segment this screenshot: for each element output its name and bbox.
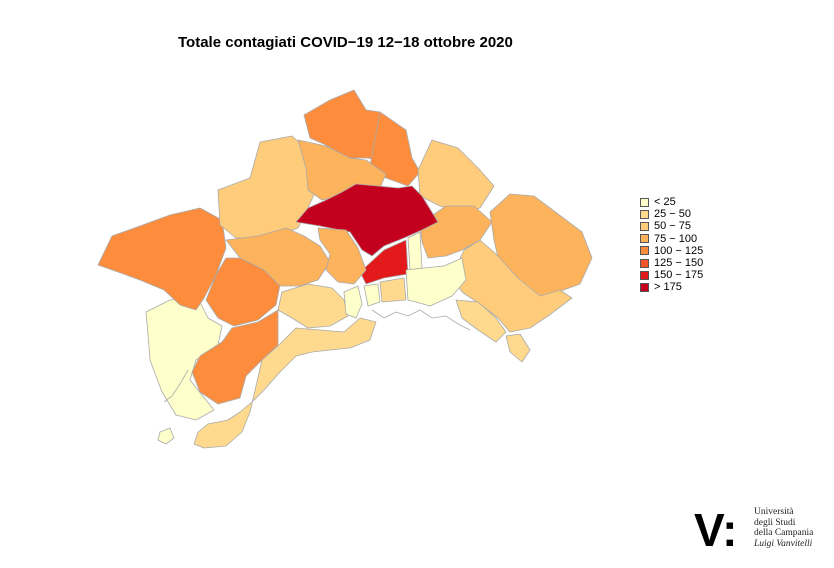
district-light-1[interactable] [379,277,407,303]
legend-swatch [640,197,649,207]
district-pale-strip[interactable] [407,231,423,271]
legend-label: 100 − 125 [654,244,704,257]
legend-swatch [640,209,649,219]
legend-swatch [640,221,649,231]
legend-label: 150 − 175 [654,269,704,282]
legend-label: 50 − 75 [654,220,692,233]
district-barra[interactable] [451,239,573,333]
legend-item: 25 − 50 [640,208,703,220]
district-poggioreale[interactable] [419,205,493,259]
legend-label: 75 − 100 [654,232,698,245]
district-light-3[interactable] [505,333,531,363]
map-title: Totale contagiati COVID−19 12−18 ottobre… [178,34,513,51]
legend-item: < 25 [640,196,703,208]
legend-swatch [640,234,649,244]
district-pianura[interactable] [97,207,227,311]
legend-label: < 25 [654,196,676,209]
legend-item: 100 − 125 [640,245,703,257]
logo-line-3: della Campania [754,528,814,538]
district-coast-central[interactable] [277,283,349,329]
district-vomero[interactable] [317,227,367,285]
logo-line-2: degli Studi [754,517,796,528]
legend-item: 150 − 175 [640,269,703,281]
logo-line-4: Luigi Vanvitelli [754,538,813,549]
university-logo: V: Università degli Studi della Campania… [694,505,824,561]
district-pale-1[interactable] [343,285,363,319]
district-central-max[interactable] [295,183,439,257]
logo-line-1: Università [754,507,794,517]
legend-item: 75 − 100 [640,233,703,245]
legend-label: > 175 [654,281,682,294]
legend-item: 125 − 150 [640,257,703,269]
district-west-coast[interactable] [145,297,223,421]
legend-swatch [640,282,649,292]
legend-swatch [640,246,649,256]
district-islet[interactable] [157,427,175,445]
legend-swatch [640,258,649,268]
legend-label: 125 − 150 [654,257,704,270]
legend-item: > 175 [640,281,703,293]
legend-item: 50 − 75 [640,220,703,232]
district-pale-3[interactable] [405,257,467,307]
logo-mark: V: [694,504,738,556]
district-chiaiano[interactable] [217,135,321,239]
district-central-west[interactable] [225,227,331,287]
district-ne[interactable] [417,139,495,213]
district-light-2[interactable] [455,299,507,343]
legend-swatch [640,270,649,280]
district-chiaia[interactable] [193,317,377,449]
legend-label: 25 − 50 [654,208,692,221]
district-pale-2[interactable] [363,283,381,307]
map-legend: < 25 25 − 50 50 − 75 75 − 100 100 − 125 … [640,196,703,294]
logo-text: Università degli Studi della Campania Lu… [754,507,813,549]
